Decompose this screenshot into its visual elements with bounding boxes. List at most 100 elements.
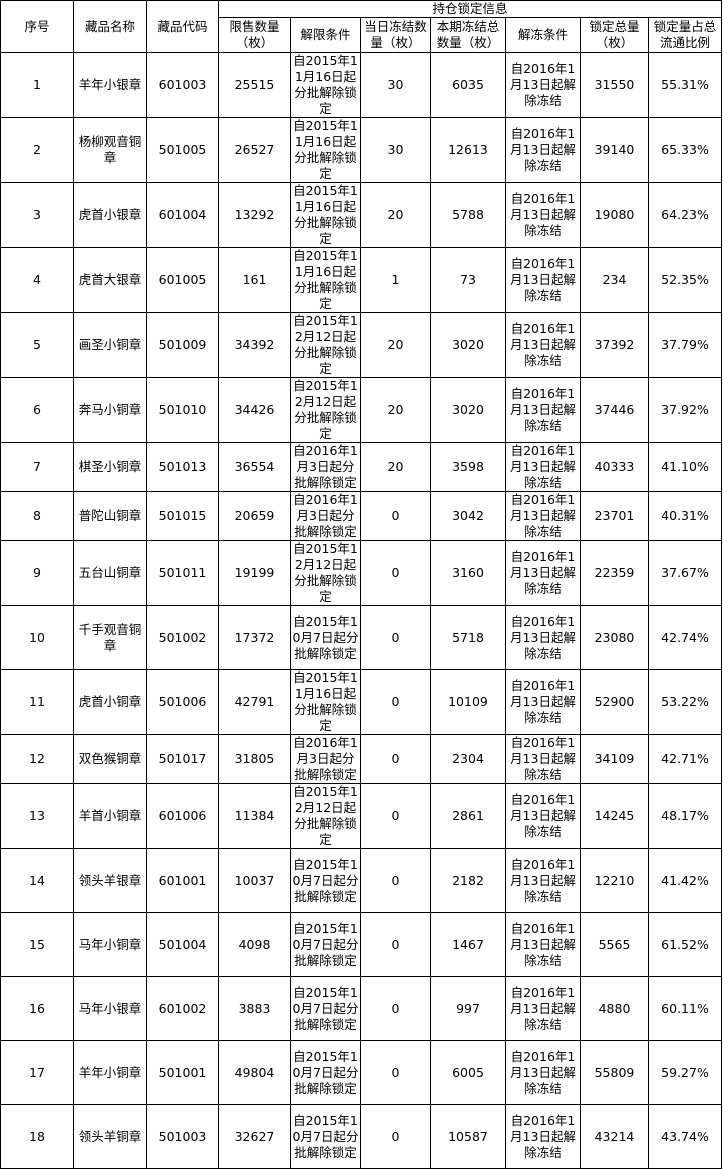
cell-seq: 15 bbox=[0, 912, 74, 977]
header-seq: 序号 bbox=[0, 0, 74, 53]
cell-period: 2861 bbox=[430, 783, 506, 849]
cell-name: 领头羊铜章 bbox=[73, 1104, 147, 1169]
cell-limit: 42791 bbox=[218, 669, 291, 735]
cell-name: 羊年小铜章 bbox=[73, 1040, 147, 1105]
cell-ratio: 59.27% bbox=[647, 1040, 723, 1105]
cell-seq: 10 bbox=[0, 605, 74, 670]
cell-code: 501009 bbox=[146, 312, 219, 378]
cell-period: 3020 bbox=[430, 312, 506, 378]
cell-day: 0 bbox=[360, 669, 431, 735]
cell-period: 2304 bbox=[430, 734, 506, 784]
cell-code: 501017 bbox=[146, 734, 219, 784]
table-row: 12 双色猴铜章 501017 31805 自2016年1月3日起分批解除锁定 0 2304… bbox=[0, 734, 723, 784]
cell-cond: 自2015年10月7日起分批解除锁定 bbox=[290, 605, 361, 670]
cell-seq: 16 bbox=[0, 976, 74, 1041]
cell-unfreeze: 自2016年1月13日起解除冻结 bbox=[505, 1040, 581, 1105]
cell-cond: 自2015年12月12日起分批解除锁定 bbox=[290, 783, 361, 849]
cell-limit: 4098 bbox=[218, 912, 291, 977]
cell-unfreeze: 自2016年1月13日起解除冻结 bbox=[505, 540, 581, 606]
cell-name: 奔马小铜章 bbox=[73, 377, 147, 443]
cell-seq: 2 bbox=[0, 117, 74, 183]
header-ratio: 锁定量占总流通比例 bbox=[647, 17, 723, 53]
cell-seq: 1 bbox=[0, 52, 74, 118]
cell-day: 0 bbox=[360, 734, 431, 784]
table-row: 3 虎首小银章 601004 13292 自2015年11月16日起分批解除锁定 20 57… bbox=[0, 182, 723, 248]
cell-total: 4880 bbox=[580, 976, 649, 1041]
cell-ratio: 61.52% bbox=[647, 912, 723, 977]
cell-unfreeze: 自2016年1月13日起解除冻结 bbox=[505, 783, 581, 849]
cell-total: 37446 bbox=[580, 377, 649, 443]
cell-limit: 3883 bbox=[218, 976, 291, 1041]
cell-cond: 自2015年12月12日起分批解除锁定 bbox=[290, 312, 361, 378]
cell-ratio: 42.74% bbox=[647, 605, 723, 670]
cell-unfreeze: 自2016年1月13日起解除冻结 bbox=[505, 1104, 581, 1169]
cell-seq: 8 bbox=[0, 491, 74, 541]
cell-seq: 13 bbox=[0, 783, 74, 849]
cell-period: 3020 bbox=[430, 377, 506, 443]
cell-seq: 11 bbox=[0, 669, 74, 735]
cell-code: 501011 bbox=[146, 540, 219, 606]
cell-day: 30 bbox=[360, 117, 431, 183]
cell-limit: 34392 bbox=[218, 312, 291, 378]
cell-name: 羊首小铜章 bbox=[73, 783, 147, 849]
cell-code: 501015 bbox=[146, 491, 219, 541]
cell-day: 0 bbox=[360, 540, 431, 606]
cell-code: 501006 bbox=[146, 669, 219, 735]
cell-unfreeze: 自2016年1月13日起解除冻结 bbox=[505, 848, 581, 913]
cell-name: 双色猴铜章 bbox=[73, 734, 147, 784]
cell-day: 0 bbox=[360, 1104, 431, 1169]
cell-code: 501010 bbox=[146, 377, 219, 443]
cell-name: 马年小银章 bbox=[73, 976, 147, 1041]
cell-day: 0 bbox=[360, 912, 431, 977]
cell-total: 23701 bbox=[580, 491, 649, 541]
cell-code: 501002 bbox=[146, 605, 219, 670]
cell-total: 34109 bbox=[580, 734, 649, 784]
cell-day: 1 bbox=[360, 247, 431, 313]
table-row: 10 千手观音铜章 501002 17372 自2015年10月7日起分批解除锁定 0 57… bbox=[0, 605, 723, 670]
cell-cond: 自2016年1月3日起分批解除锁定 bbox=[290, 491, 361, 541]
table-row: 18 领头羊铜章 501003 32627 自2015年10月7日起分批解除锁定 0 105… bbox=[0, 1104, 723, 1169]
cell-ratio: 53.22% bbox=[647, 669, 723, 735]
cell-period: 997 bbox=[430, 976, 506, 1041]
cell-period: 3042 bbox=[430, 491, 506, 541]
cell-period: 10587 bbox=[430, 1104, 506, 1169]
cell-code: 601002 bbox=[146, 976, 219, 1041]
cell-cond: 自2015年12月12日起分批解除锁定 bbox=[290, 540, 361, 606]
cell-name: 羊年小银章 bbox=[73, 52, 147, 118]
cell-cond: 自2015年10月7日起分批解除锁定 bbox=[290, 1040, 361, 1105]
cell-day: 0 bbox=[360, 605, 431, 670]
cell-day: 0 bbox=[360, 491, 431, 541]
table-row: 11 虎首小铜章 501006 42791 自2015年11月16日起分批解除锁定 0 10… bbox=[0, 669, 723, 735]
cell-day: 0 bbox=[360, 976, 431, 1041]
cell-limit: 161 bbox=[218, 247, 291, 313]
cell-ratio: 60.11% bbox=[647, 976, 723, 1041]
cell-day: 30 bbox=[360, 52, 431, 118]
cell-code: 601001 bbox=[146, 848, 219, 913]
cell-seq: 4 bbox=[0, 247, 74, 313]
cell-period: 10109 bbox=[430, 669, 506, 735]
cell-total: 52900 bbox=[580, 669, 649, 735]
cell-name: 棋圣小铜章 bbox=[73, 442, 147, 492]
cell-cond: 自2015年10月7日起分批解除锁定 bbox=[290, 1104, 361, 1169]
cell-total: 14245 bbox=[580, 783, 649, 849]
cell-name: 马年小铜章 bbox=[73, 912, 147, 977]
table-row: 2 杨柳观音铜章 501005 26527 自2015年11月16日起分批解除锁定 30 1… bbox=[0, 117, 723, 183]
cell-seq: 9 bbox=[0, 540, 74, 606]
cell-limit: 10037 bbox=[218, 848, 291, 913]
cell-limit: 20659 bbox=[218, 491, 291, 541]
cell-ratio: 37.67% bbox=[647, 540, 723, 606]
cell-ratio: 41.10% bbox=[647, 442, 723, 492]
cell-total: 5565 bbox=[580, 912, 649, 977]
cell-ratio: 64.23% bbox=[647, 182, 723, 248]
cell-limit: 32627 bbox=[218, 1104, 291, 1169]
header-day: 当日冻结数量（枚） bbox=[360, 17, 431, 53]
cell-unfreeze: 自2016年1月13日起解除冻结 bbox=[505, 669, 581, 735]
cell-seq: 14 bbox=[0, 848, 74, 913]
cell-name: 画圣小铜章 bbox=[73, 312, 147, 378]
cell-period: 6005 bbox=[430, 1040, 506, 1105]
cell-seq: 6 bbox=[0, 377, 74, 443]
cell-day: 20 bbox=[360, 442, 431, 492]
cell-name: 杨柳观音铜章 bbox=[73, 117, 147, 183]
cell-cond: 自2015年11月16日起分批解除锁定 bbox=[290, 247, 361, 313]
cell-total: 31550 bbox=[580, 52, 649, 118]
